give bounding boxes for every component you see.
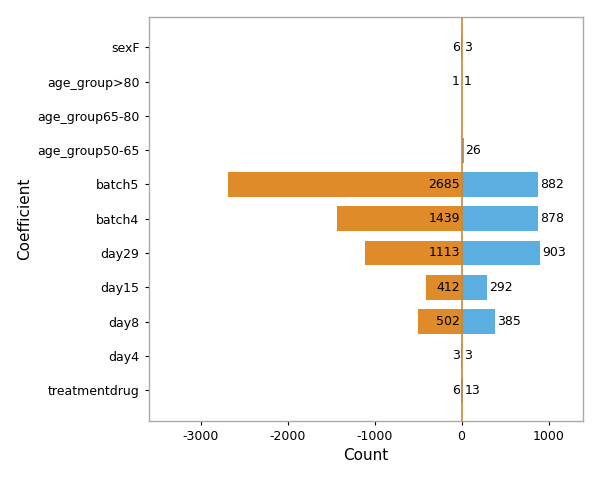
Text: 385: 385	[497, 315, 521, 328]
Text: 26: 26	[466, 144, 481, 156]
Bar	[461, 240, 540, 265]
Bar	[337, 206, 461, 231]
Text: 878: 878	[539, 212, 563, 225]
X-axis label: Count: Count	[343, 448, 389, 463]
Text: 1: 1	[452, 75, 460, 88]
Text: 3: 3	[452, 349, 460, 362]
Text: 412: 412	[436, 281, 460, 294]
Text: 1439: 1439	[428, 212, 460, 225]
Bar	[426, 275, 461, 300]
Text: 13: 13	[464, 384, 480, 396]
Text: 1: 1	[463, 75, 472, 88]
Bar	[461, 309, 495, 334]
Bar	[461, 378, 463, 402]
Text: 292: 292	[489, 281, 512, 294]
Bar	[418, 309, 461, 334]
Text: 1113: 1113	[428, 246, 460, 260]
Text: 3: 3	[464, 41, 472, 54]
Text: 6: 6	[452, 384, 460, 396]
Bar	[461, 206, 538, 231]
Y-axis label: Coefficient: Coefficient	[17, 178, 32, 260]
Text: 903: 903	[542, 246, 566, 260]
Bar	[461, 275, 487, 300]
Text: 502: 502	[436, 315, 460, 328]
Bar	[461, 138, 464, 163]
Bar	[365, 240, 461, 265]
Bar	[228, 172, 461, 197]
Bar	[461, 172, 538, 197]
Text: 882: 882	[540, 178, 564, 191]
Text: 2685: 2685	[428, 178, 460, 191]
Text: 6: 6	[452, 41, 460, 54]
Text: 3: 3	[464, 349, 472, 362]
